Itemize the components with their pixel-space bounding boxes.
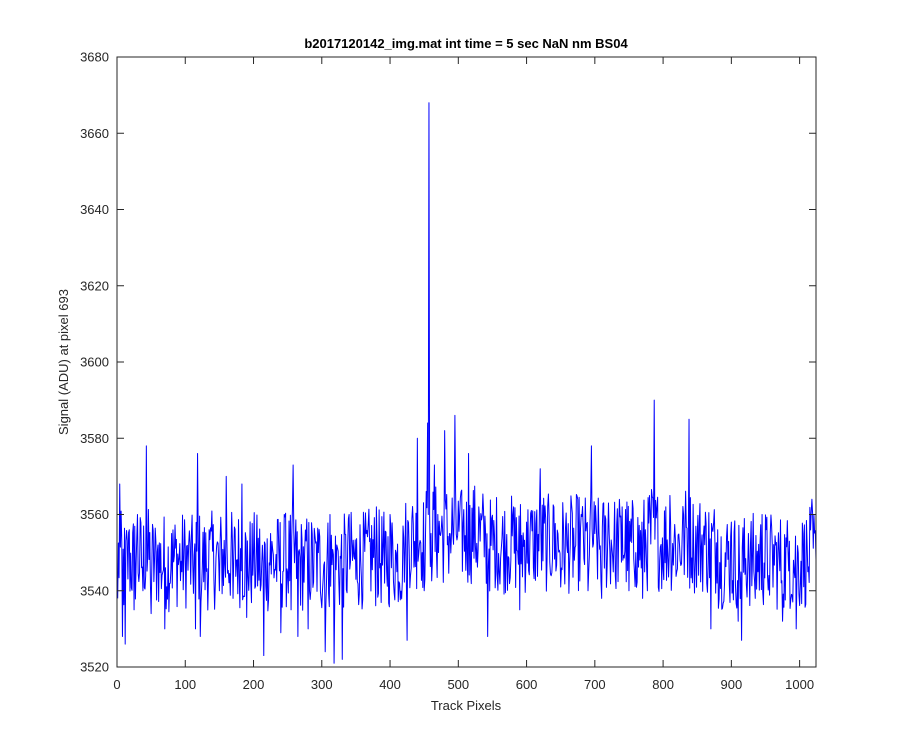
y-axis-label: Signal (ADU) at pixel 693: [56, 289, 71, 435]
x-tick-label: 600: [516, 677, 538, 692]
x-tick-label: 400: [379, 677, 401, 692]
x-tick-label: 100: [174, 677, 196, 692]
x-tick-label: 500: [447, 677, 469, 692]
ticks-layer: 0 100 200 300 400 500 600 700 800 900 1000 3520 3540…: [80, 50, 816, 692]
x-tick-label: 200: [243, 677, 265, 692]
y-tick-label: 3580: [80, 431, 109, 446]
x-tick-label: 800: [652, 677, 674, 692]
y-tick-label: 3620: [80, 278, 109, 293]
data-layer: [117, 102, 816, 664]
x-tick-label: 700: [584, 677, 606, 692]
y-tick-label: 3520: [80, 660, 109, 675]
y-tick-label: 3680: [80, 50, 109, 65]
signal-trace: [117, 102, 816, 664]
x-axis-label: Track Pixels: [431, 698, 502, 713]
y-tick-label: 3560: [80, 507, 109, 522]
y-tick-label: 3640: [80, 202, 109, 217]
y-tick-label: 3660: [80, 126, 109, 141]
chart-title: b2017120142_img.mat int time = 5 sec NaN…: [304, 36, 628, 51]
x-tick-label: 900: [721, 677, 743, 692]
y-tick-label: 3540: [80, 583, 109, 598]
y-tick-label: 3600: [80, 355, 109, 370]
x-tick-label: 1000: [785, 677, 814, 692]
x-tick-label: 300: [311, 677, 333, 692]
x-tick-label: 0: [113, 677, 120, 692]
